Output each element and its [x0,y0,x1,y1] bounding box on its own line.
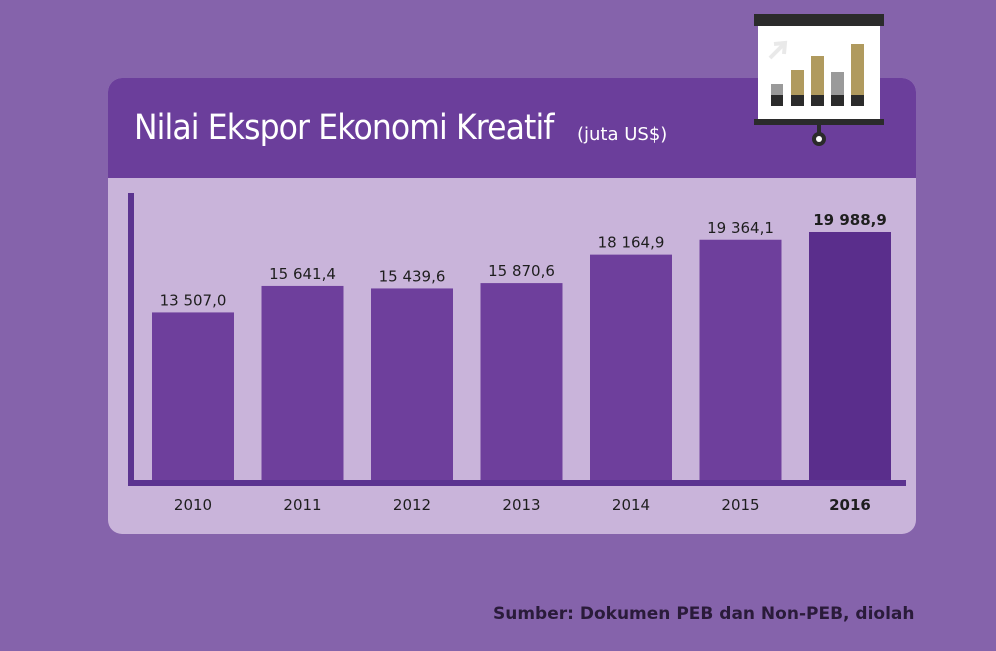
bar-2010 [152,312,234,480]
x-tick-label-2014: 2014 [612,496,650,514]
x-tick-label-2013: 2013 [502,496,540,514]
data-label-2015: 19 364,1 [707,219,774,237]
data-label-2012: 15 439,6 [379,267,446,285]
bar-2013 [480,283,563,480]
source-note: Sumber: Dokumen PEB dan Non-PEB, diolah [493,604,915,624]
y-axis-line [128,193,134,485]
x-tick-label-2016: 2016 [829,496,871,514]
data-label-2010: 13 507,0 [160,291,227,309]
data-label-2014: 18 164,9 [598,234,665,252]
presentation-board-icon [754,14,884,146]
data-label-2013: 15 870,6 [488,262,555,280]
unit-label: (juta US$) [577,124,668,145]
bar-2016 [809,232,891,480]
x-tick-label-2015: 2015 [721,496,759,514]
bar-2015 [699,239,782,480]
x-tick-label-2012: 2012 [393,496,431,514]
bar-2011 [261,285,344,480]
bar-2012 [371,288,453,480]
x-tick-label-2011: 2011 [283,496,321,514]
data-label-2011: 15 641,4 [269,265,336,283]
bar-2014 [590,254,672,480]
data-label-2016: 19 988,9 [813,211,887,229]
x-axis-line [128,480,906,486]
chart-title: Nilai Ekspor Ekonomi Kreatif [134,108,554,148]
x-tick-label-2010: 2010 [174,496,212,514]
